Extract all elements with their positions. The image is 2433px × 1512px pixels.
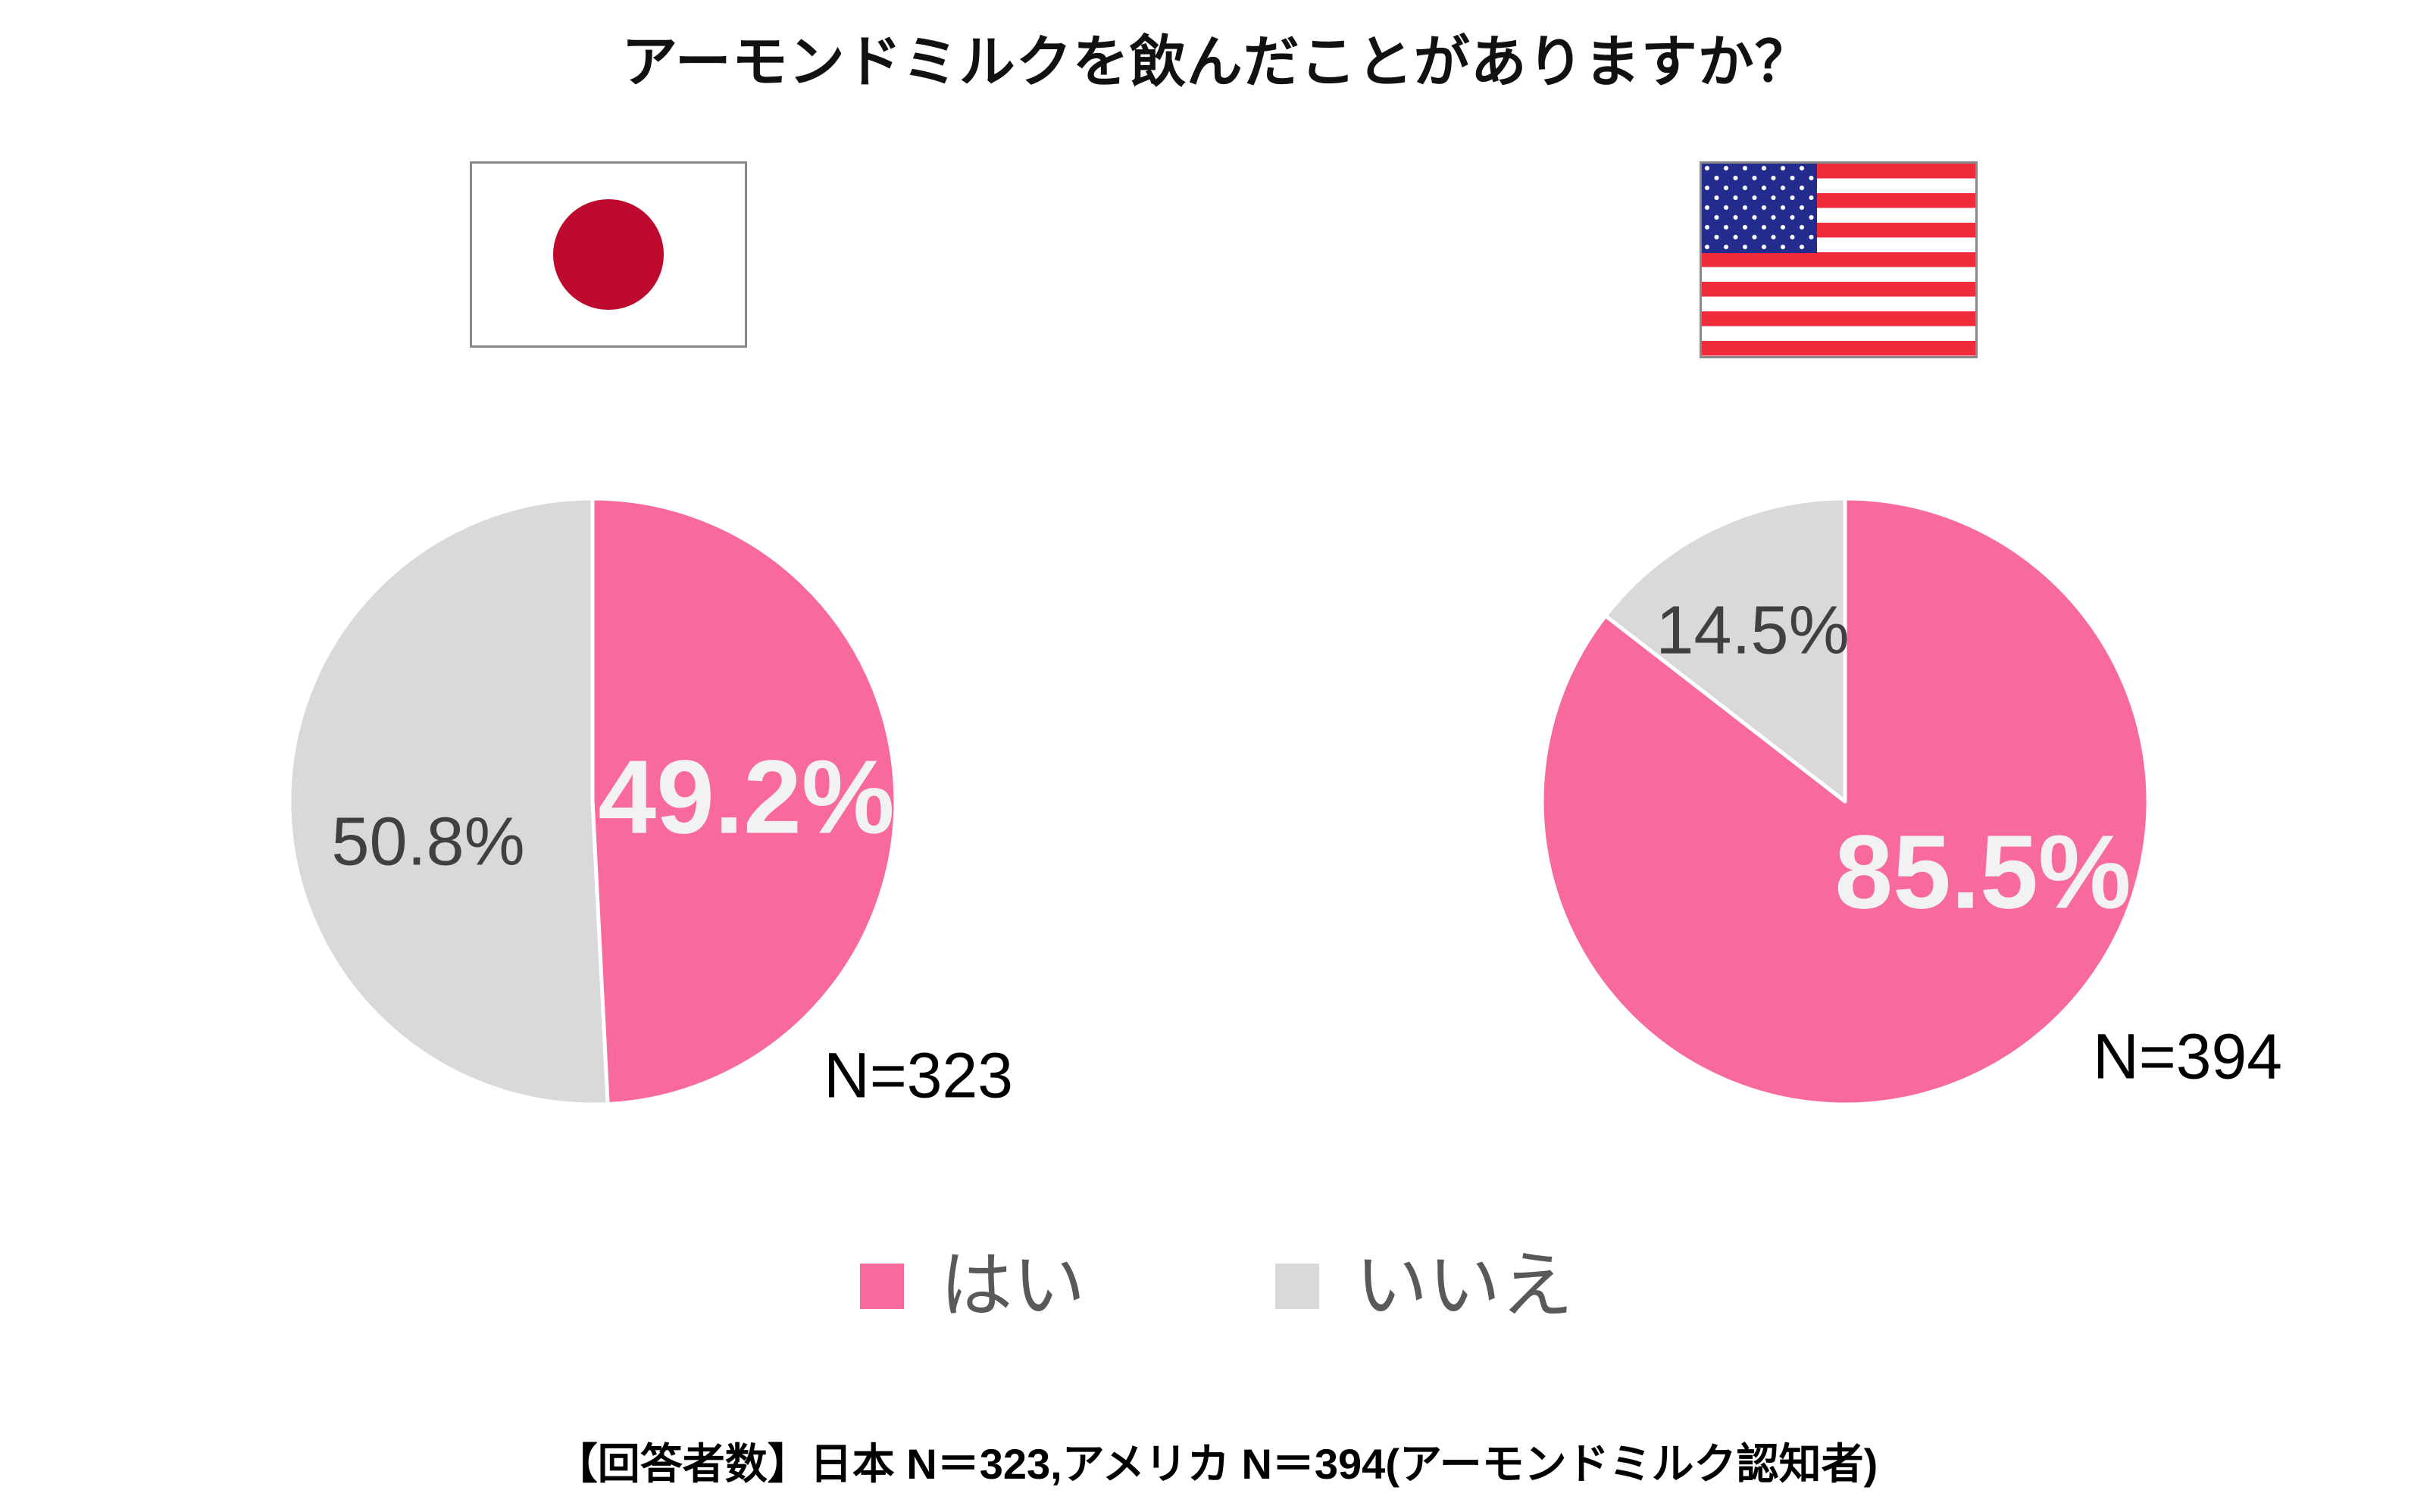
japan-flag-sun (553, 199, 664, 310)
us-n-label: N=394 (2093, 1020, 2282, 1092)
us-flag-icon (1700, 161, 1978, 358)
pie-slice-はい (590, 496, 898, 1106)
pie-slice-いいえ (1603, 496, 1847, 804)
pie-slice-いいえ (287, 496, 610, 1107)
legend-item-no: いいえ (1274, 1245, 1574, 1326)
japan-no-value-label: 50.8% (331, 804, 525, 880)
legend-yes-label: はい (940, 1245, 1086, 1326)
legend-yes-swatch-icon (859, 1264, 904, 1309)
japan-pie-chart (287, 496, 898, 1107)
japan-yes-value-label: 49.2% (598, 739, 895, 856)
legend-no-label: いいえ (1355, 1245, 1574, 1326)
us-yes-value-label: 85.5% (1834, 814, 2131, 931)
japan-n-label: N=323 (824, 1039, 1013, 1111)
legend: はい いいえ (0, 1250, 2433, 1323)
legend-no-swatch-icon (1274, 1264, 1319, 1309)
japan-flag-icon (470, 161, 747, 348)
us-no-value-label: 14.5% (1656, 592, 1850, 669)
legend-item-yes: はい (859, 1245, 1086, 1326)
footnote: 【回答者数】日本 N＝323,アメリカ N＝394(アーモンドミルク認知者) (555, 1440, 1878, 1488)
us-pie-chart (1540, 496, 2150, 1107)
pie-slice-はい (1540, 496, 2150, 1107)
us-flag-canton-stars (1702, 164, 1817, 253)
chart-title: アーモンドミルクを飲んだことがありますか？ (621, 30, 1812, 93)
